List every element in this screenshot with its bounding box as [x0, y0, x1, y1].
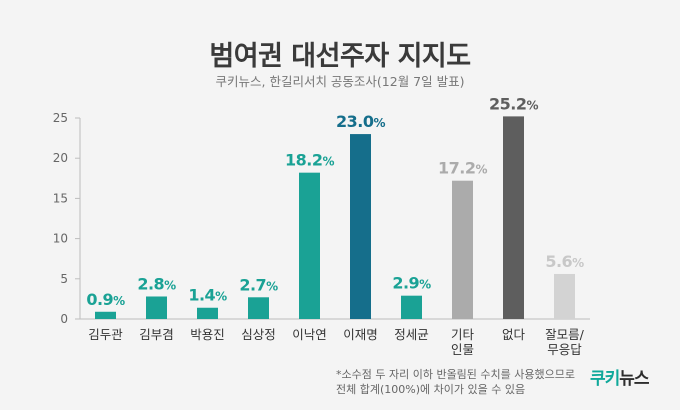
x-tick-label: 심상정 [241, 327, 276, 342]
y-tick-label: 25 [53, 111, 68, 125]
bar [554, 273, 575, 319]
data-label: 23.0% [336, 112, 385, 131]
y-tick-label: 0 [60, 312, 68, 326]
bar [248, 297, 269, 319]
x-tick-label: 이재명 [343, 327, 378, 342]
data-label: 17.2% [438, 159, 487, 178]
bar [452, 180, 473, 319]
x-tick-label: 기타 인물 [451, 327, 475, 357]
kuki-news-logo: 쿠키뉴스 [590, 369, 650, 389]
data-label: 1.4% [188, 286, 227, 305]
bar [299, 172, 320, 319]
y-tick-label: 15 [53, 191, 68, 205]
y-tick-label: 10 [53, 232, 68, 246]
chart-subtitle: 쿠키뉴스, 한길리서치 공동조사(12월 7일 발표) [215, 74, 465, 89]
data-label: 2.9% [392, 274, 431, 293]
y-tick-label: 5 [60, 272, 68, 286]
data-label: 18.2% [285, 151, 334, 170]
bar [350, 134, 371, 319]
footnote-line-1: *소수점 두 자리 이하 반올림된 수치를 사용했으므로 [336, 368, 575, 381]
y-tick-label: 20 [53, 151, 68, 165]
x-tick-label: 없다 [502, 327, 526, 342]
bar [503, 116, 524, 319]
footnote-line-2: 전체 합계(100%)에 차이가 있을 수 있음 [336, 383, 526, 396]
x-tick-label: 김두관 [88, 327, 123, 342]
x-tick-label: 이낙연 [292, 327, 327, 342]
bar [146, 296, 167, 319]
bar [401, 295, 422, 319]
data-label: 2.7% [239, 275, 278, 294]
x-tick-label: 박용진 [190, 327, 225, 342]
footnote: *소수점 두 자리 이하 반올림된 수치를 사용했으므로 전체 합계(100%)… [336, 367, 596, 397]
x-tick-label: 정세균 [394, 327, 429, 342]
data-label: 0.9% [86, 290, 125, 309]
data-label: 25.2% [489, 94, 538, 113]
data-label: 5.6% [545, 252, 584, 271]
chart-title: 범여권 대선주자 지지도 [209, 41, 471, 72]
x-tick-label: 잘모름/무응답 [545, 327, 585, 357]
bar [95, 311, 116, 319]
bar [197, 307, 218, 319]
data-label: 2.8% [137, 274, 176, 293]
x-tick-label: 김부겸 [139, 327, 174, 342]
